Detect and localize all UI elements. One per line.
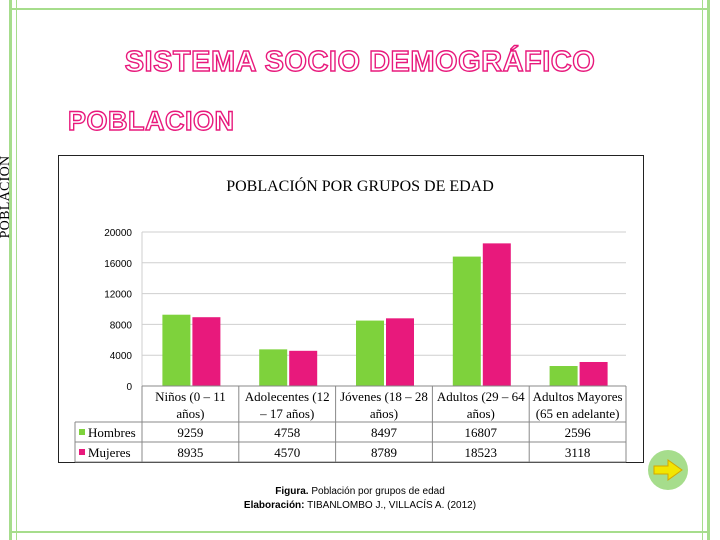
- data-label: 4570: [274, 445, 300, 460]
- legend-label-hombres: Hombres: [88, 425, 136, 440]
- right-arrow-icon: [653, 459, 683, 481]
- y-tick-label: 20000: [104, 228, 132, 239]
- frame-line-right-inner: [702, 0, 703, 540]
- frame-line-top: [9, 8, 710, 10]
- credit-caption: Elaboración: TIBANLOMBO J., VILLACÍS A. …: [0, 500, 720, 511]
- x-tick-label: Adolecentes (12: [245, 389, 330, 404]
- next-slide-button[interactable]: [648, 450, 688, 490]
- bar-mujeres-1: [289, 350, 318, 386]
- legend-swatch-mujeres: [79, 449, 85, 455]
- x-tick-label: años): [467, 406, 495, 421]
- y-tick-label: 4000: [110, 351, 133, 362]
- data-label: 8935: [177, 445, 203, 460]
- figure-caption-prefix: Figura.: [275, 486, 309, 497]
- bar-mujeres-2: [386, 318, 414, 386]
- bar-hombres-3: [452, 256, 481, 386]
- data-label: 2596: [565, 425, 592, 440]
- bar-hombres-1: [259, 349, 288, 386]
- y-tick-label: 8000: [110, 320, 133, 331]
- x-tick-label: años): [370, 406, 398, 421]
- x-tick-label: – 17 años): [259, 406, 314, 421]
- data-label: 16807: [465, 425, 498, 440]
- chart-title: POBLACIÓN POR GRUPOS DE EDAD: [226, 178, 494, 195]
- slide-title: SISTEMA SOCIO DEMOGRÁFICO: [124, 45, 596, 78]
- credit-caption-prefix: Elaboración:: [243, 500, 305, 511]
- data-label: 18523: [465, 445, 498, 460]
- x-tick-label: años): [176, 406, 204, 421]
- y-tick-label: 16000: [104, 259, 132, 270]
- frame-line-left-outer: [9, 0, 12, 540]
- figure-caption: Figura. Población por grupos de edad: [0, 486, 720, 497]
- x-tick-label: Jóvenes (18 – 28: [340, 389, 428, 404]
- bar-hombres-4: [549, 366, 578, 386]
- slide-subtitle: POBLACION: [67, 105, 235, 136]
- data-label: 4758: [274, 425, 300, 440]
- data-label: 3118: [565, 445, 591, 460]
- credit-caption-text: TIBANLOMBO J., VILLACÍS A. (2012): [304, 500, 477, 511]
- bar-hombres-0: [162, 314, 191, 386]
- legend-label-mujeres: Mujeres: [88, 445, 131, 460]
- data-label: 9259: [177, 425, 203, 440]
- figure-caption-text: Población por grupos de edad: [308, 486, 445, 497]
- bar-hombres-2: [356, 320, 384, 386]
- data-label: 8497: [371, 425, 398, 440]
- y-tick-label: 12000: [104, 290, 132, 301]
- x-tick-label: Niños (0 – 11: [155, 389, 226, 404]
- legend-swatch-hombres: [79, 429, 85, 435]
- x-tick-label: (65 en adelante): [536, 406, 620, 421]
- x-tick-label: Adultos (29 – 64: [437, 389, 525, 404]
- bar-mujeres-4: [579, 361, 608, 386]
- frame-line-right-outer: [707, 0, 710, 540]
- frame-line-bottom: [9, 531, 710, 533]
- x-tick-label: Adultos Mayores: [533, 389, 623, 404]
- y-tick-label: 0: [126, 382, 132, 393]
- chart-container: [58, 155, 644, 463]
- bar-mujeres-3: [482, 243, 511, 386]
- data-label: 8789: [371, 445, 397, 460]
- bar-mujeres-0: [192, 317, 221, 386]
- frame-line-left-inner: [16, 0, 17, 540]
